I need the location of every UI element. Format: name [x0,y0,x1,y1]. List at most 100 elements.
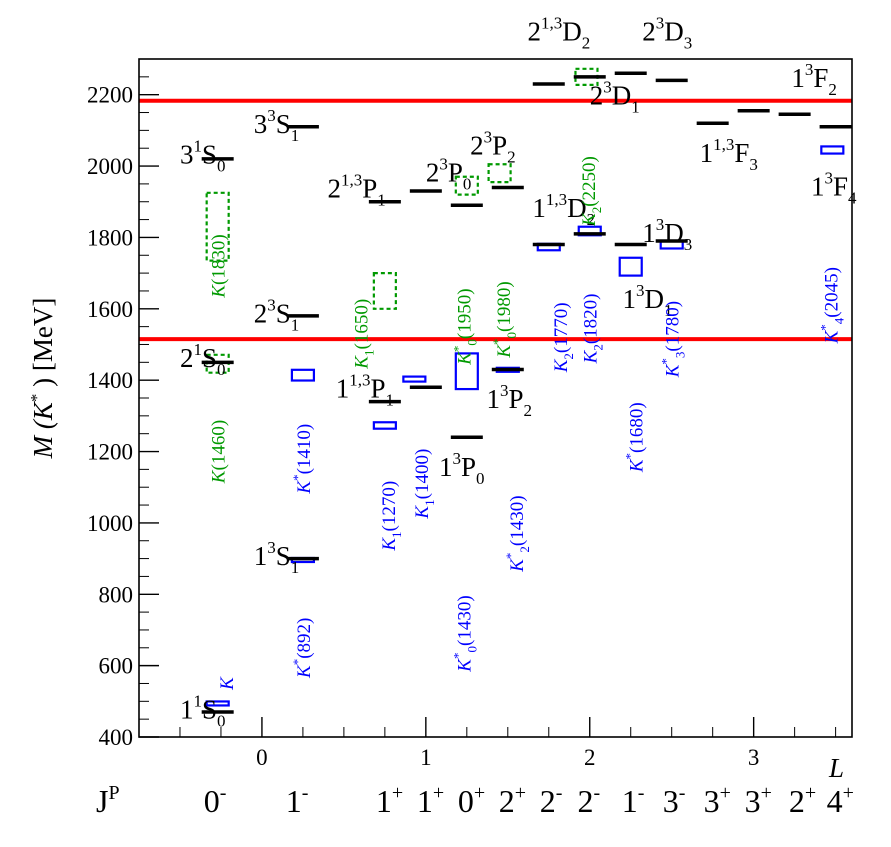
state-label: K*4(2045) [818,267,847,344]
state-label-name: K [581,349,602,364]
level-label-multiplicity: 3 [484,128,493,147]
unconfirmed-state-box [372,272,397,310]
level-label-j: 1 [385,390,394,409]
level-label-j: 1 [664,301,673,320]
y-tick-label: 1400 [87,368,133,393]
jp-value: 1+ [417,782,444,819]
state-label-mass: (1780) [663,301,684,352]
state-labels: KK(1460)K(1830)K*(892)K*(1410)K1(1650)K1… [209,156,847,691]
level-label-orbital: P [362,173,377,203]
level-label: 23S1 [254,295,300,334]
state-label: K*2(1430) [503,495,532,572]
state-label-sup: * [623,453,638,460]
level-label-j: 2 [587,210,596,229]
state-label-sub: 1 [361,350,376,357]
state-label: K1(1650) [351,299,376,370]
state-label-name: K [379,537,400,552]
level-label: 13F4 [811,169,857,208]
jp-value-parity: + [515,782,526,804]
level-label-j: 4 [848,189,857,208]
established-state-box [402,375,427,383]
y-axis-label: M (K* ) [MeV] [27,298,58,460]
level-label-orbital: D [612,81,632,111]
level-label-n: 1 [811,172,825,202]
y-tick-label: 2000 [87,154,133,179]
jp-value: 3- [663,782,686,819]
state-label: K2(1820) [581,293,606,364]
level-label-multiplicity: 1,3 [713,135,734,154]
state-label-sup: * [451,346,466,353]
level-label-j: 1 [291,126,300,145]
level-label-orbital: S [202,140,217,170]
level-label: 11,3P1 [336,370,394,409]
state-label-name: K [507,558,528,573]
level-label: 23D3 [642,13,692,52]
level-label-multiplicity: 1 [193,340,202,359]
y-tick-label: 1600 [87,297,133,322]
state-label: K1(1400) [412,449,437,520]
x-tick-label: 3 [748,745,760,770]
jp-value-parity: - [556,782,563,804]
level-label-multiplicity: 1,3 [341,170,362,189]
level-label-n: 1 [532,193,546,223]
level-label-multiplicity: 1,3 [546,190,567,209]
state-label-name: K [294,480,315,495]
y-tick-label: 2200 [87,83,133,108]
level-label-multiplicity: 3 [452,449,461,468]
level-label-multiplicity: 3 [603,78,612,97]
x-tick-label: 1 [420,745,432,770]
level-label-multiplicity: 3 [267,538,276,557]
level-label-multiplicity: 3 [825,169,834,188]
level-label-j: 2 [828,80,837,99]
unconfirmed-state-box [487,163,512,184]
level-label-j: 2 [524,401,533,420]
level-label-multiplicity: 3 [267,295,276,314]
level-label-orbital: P [448,157,463,187]
state-label-mass: (1400) [412,449,433,500]
jp-value-parity: - [220,782,227,804]
level-label: 31S0 [180,137,226,176]
state-label-name: K [494,344,515,359]
jp-value-spin: 1 [622,783,638,819]
state-label-name: K [663,363,684,378]
state-label-sub: 0 [465,646,480,653]
jp-value: 2- [577,782,600,819]
y-axis-label-sup: * [27,394,46,403]
jp-value-parity: + [843,782,854,804]
state-label-mass: (1830) [209,234,230,285]
jp-value-spin: 0 [458,783,474,819]
jp-value-spin: 4 [827,783,843,819]
state-label-sup: * [451,653,466,660]
level-label: 21S0 [180,340,226,379]
level-label: 11S0 [180,691,226,730]
level-label-orbital: P [461,452,476,482]
state-label: K(1460) [209,420,230,484]
state-label-name: K [455,658,476,673]
state-label-mass: (1650) [351,299,372,350]
level-label-multiplicity: 1 [193,691,202,710]
state-label-sup: * [659,358,674,365]
level-label-orbital: F [813,63,828,93]
jp-value-spin: 3 [745,783,761,819]
state-label-sub: 0 [465,339,480,346]
state-label-name: K [579,212,600,227]
level-label-j: 1 [377,190,386,209]
established-state-box [820,145,845,155]
jp-value-spin: 3 [704,783,720,819]
jp-value: 3+ [745,782,772,819]
jp-value-parity: - [302,782,309,804]
level-label: 11,3F3 [700,135,758,174]
level-label-j: 0 [217,711,226,730]
jp-value-parity: + [720,782,731,804]
jp-value: 0+ [458,782,485,819]
unconfirmed-state-box [205,191,230,262]
level-label-j: 1 [631,98,640,117]
level-label-n: 1 [180,694,194,724]
state-label: K*0(1950) [451,288,480,365]
state-label-sub: 2 [589,207,604,214]
level-label-orbital: S [202,343,217,373]
jp-value-parity: + [805,782,816,804]
